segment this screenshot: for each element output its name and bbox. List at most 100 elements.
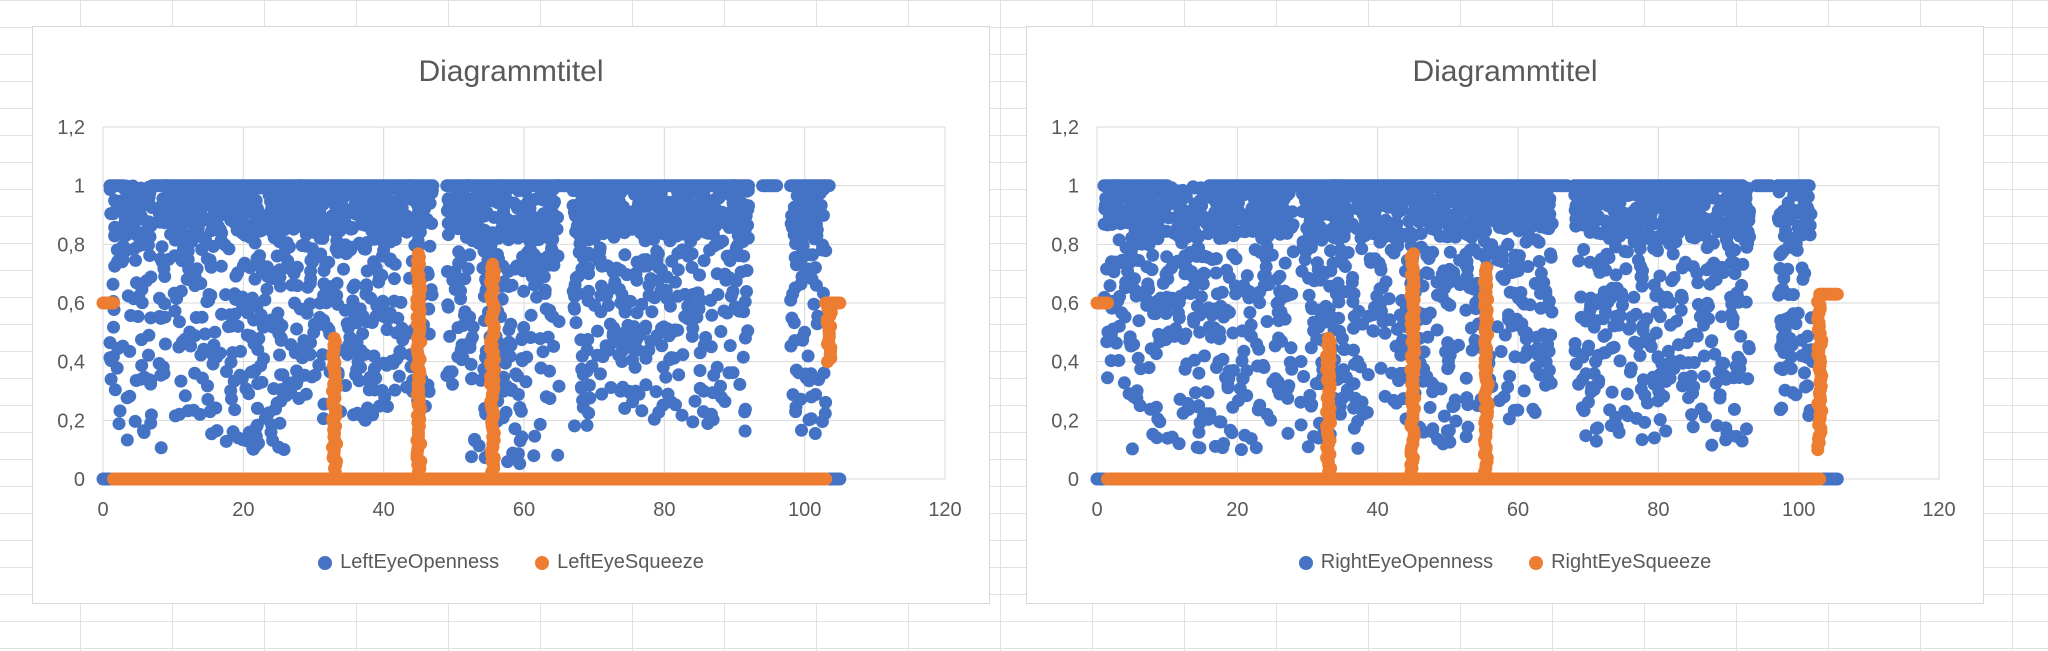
data-point <box>527 211 541 224</box>
data-point <box>1346 295 1360 309</box>
legend-label-squeeze: LeftEyeSqueeze <box>557 551 704 573</box>
data-point <box>544 200 557 213</box>
data-point <box>1347 377 1361 391</box>
data-point <box>789 405 803 419</box>
data-point <box>1212 415 1226 429</box>
x-tick-label: 120 <box>1922 499 1955 521</box>
data-point <box>271 211 285 225</box>
data-point <box>714 325 728 338</box>
data-point <box>1715 310 1729 324</box>
data-point <box>242 225 256 238</box>
data-point <box>1294 355 1308 368</box>
data-point <box>806 192 820 206</box>
data-point <box>723 339 737 353</box>
data-point <box>524 331 538 344</box>
series-LeftEyeSqueeze <box>96 247 847 486</box>
data-point <box>1130 392 1144 406</box>
data-point <box>649 385 663 399</box>
chart-right[interactable]: Diagrammtitel 0 0,2 0,4 0,6 0,8 1 1,2 0 20 40 60 80… <box>1026 26 1984 604</box>
data-point <box>578 226 592 240</box>
data-point <box>618 401 632 415</box>
data-point <box>1521 343 1535 357</box>
data-point <box>441 216 455 230</box>
data-point <box>1665 212 1679 226</box>
data-point <box>195 230 209 244</box>
data-point <box>1427 210 1441 224</box>
data-point <box>244 365 258 379</box>
data-point <box>645 305 659 319</box>
data-point <box>1261 224 1275 238</box>
data-point <box>387 272 401 286</box>
data-point <box>200 295 214 309</box>
data-point <box>611 335 625 349</box>
data-point <box>1286 245 1300 259</box>
data-point <box>1121 251 1135 265</box>
data-point <box>372 274 386 288</box>
data-point <box>708 212 722 226</box>
data-point <box>517 321 531 334</box>
data-point <box>127 292 141 306</box>
data-point <box>304 254 318 267</box>
data-point <box>257 352 271 366</box>
data-point <box>1196 190 1210 204</box>
data-point <box>1708 347 1722 361</box>
data-point <box>463 209 477 222</box>
data-point <box>1310 256 1324 270</box>
data-point <box>660 270 674 284</box>
data-point <box>273 348 286 362</box>
data-point <box>207 338 221 352</box>
data-point <box>1381 200 1395 214</box>
x-tick-label: 40 <box>1367 499 1389 521</box>
data-point <box>1630 411 1643 425</box>
data-point <box>144 270 158 284</box>
data-point <box>263 271 277 285</box>
data-point <box>1674 303 1688 317</box>
data-point <box>1494 345 1508 358</box>
data-point <box>572 245 586 259</box>
data-point <box>1510 201 1524 215</box>
chart-left[interactable]: Diagrammtitel 0 0,2 0,4 0,6 0,8 1 1,2 0 20 40 60 80… <box>32 26 990 604</box>
data-point <box>1463 243 1477 257</box>
y-tick-label: 1 <box>1068 176 1079 198</box>
data-point <box>1635 433 1649 447</box>
data-point <box>1190 205 1204 219</box>
data-point <box>587 232 601 246</box>
data-point <box>271 306 285 320</box>
data-point <box>279 389 293 403</box>
data-point <box>1269 205 1283 219</box>
data-point <box>1692 226 1706 239</box>
data-point <box>238 256 252 270</box>
data-point <box>426 179 440 193</box>
data-point <box>1498 328 1512 342</box>
data-point <box>1237 344 1251 358</box>
data-point <box>731 201 744 215</box>
data-point <box>1374 361 1388 375</box>
data-point <box>1146 248 1160 262</box>
data-point <box>1456 217 1470 231</box>
data-point <box>1507 265 1520 279</box>
data-point <box>1100 262 1114 276</box>
data-point <box>1442 434 1456 448</box>
data-point <box>1574 290 1588 304</box>
data-point <box>392 369 406 383</box>
data-point <box>1453 199 1467 212</box>
data-point <box>127 242 141 256</box>
data-point <box>1275 334 1288 348</box>
data-point <box>1705 438 1719 452</box>
data-point <box>141 238 155 252</box>
data-point <box>691 286 705 300</box>
data-point <box>1577 243 1591 256</box>
data-point <box>293 302 307 316</box>
data-point <box>1659 424 1673 438</box>
data-point <box>738 424 752 438</box>
data-point <box>491 196 505 210</box>
data-point <box>307 317 321 331</box>
data-point <box>799 367 813 381</box>
data-point <box>731 228 745 242</box>
data-point <box>1272 270 1286 284</box>
data-point <box>1450 226 1464 240</box>
data-point <box>144 416 158 430</box>
data-point <box>686 321 700 335</box>
data-point <box>1739 191 1753 205</box>
data-point <box>1647 431 1661 445</box>
